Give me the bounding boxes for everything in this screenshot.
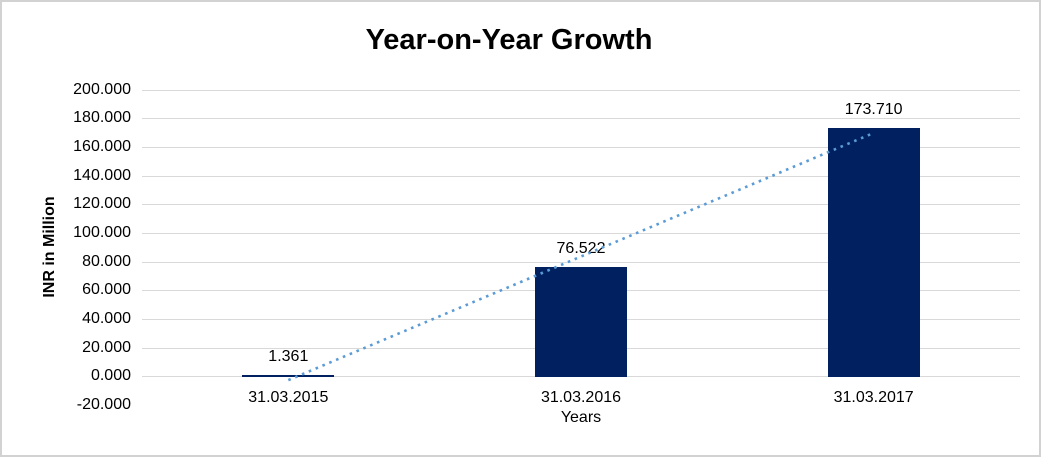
y-tick-label: 140.000 xyxy=(73,166,131,184)
gridline xyxy=(142,89,1020,91)
bar xyxy=(827,127,920,377)
bar xyxy=(242,374,335,377)
data-label: 76.522 xyxy=(556,240,606,258)
y-tick-label: 120.000 xyxy=(73,195,131,213)
x-tick-label: 31.03.2016 xyxy=(434,388,728,407)
x-tick-label: 31.03.2017 xyxy=(727,388,1020,407)
y-tick-label: 20.000 xyxy=(82,338,131,356)
data-label: 1.361 xyxy=(268,347,309,365)
y-tick-label: 200.000 xyxy=(73,80,131,98)
y-tick-label: -20.000 xyxy=(76,396,131,413)
gridline xyxy=(142,118,1020,120)
bar xyxy=(535,267,627,377)
y-tick-label: 60.000 xyxy=(82,281,131,299)
y-tick-label: 80.000 xyxy=(82,252,131,270)
y-tick-label: 160.000 xyxy=(73,137,131,155)
y-tick-label: 40.000 xyxy=(82,309,131,327)
y-tick-label: 180.000 xyxy=(73,109,131,127)
data-label: 173.710 xyxy=(844,100,903,118)
chart-title: Year-on-Year Growth xyxy=(365,24,653,56)
x-axis-title: Years xyxy=(560,409,602,426)
y-tick-label: 100.000 xyxy=(73,223,131,241)
y-tick-label: 0.000 xyxy=(90,367,131,385)
x-tick-label: 31.03.2015 xyxy=(142,388,435,407)
